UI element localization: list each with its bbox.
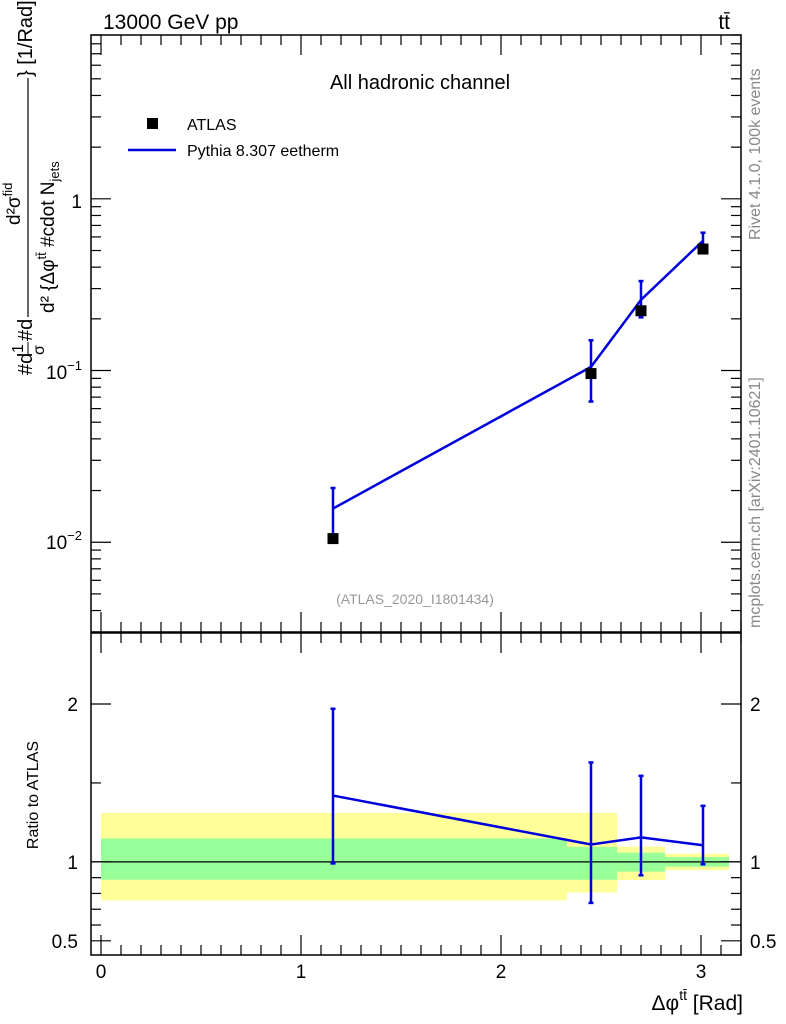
y-tick-label-0.1: 10−1 (46, 358, 82, 384)
legend-atlas-marker (147, 118, 158, 129)
y-tick-label-1: 1 (71, 192, 82, 213)
chart-title: All hadronic channel (330, 72, 510, 94)
svg-text:1: 1 (10, 344, 27, 353)
svg-text:d² {Δφtt̄ #cdot Njets: d² {Δφtt̄ #cdot Njets (34, 161, 62, 313)
ratio-y-tick-label-2: 2 (67, 695, 78, 716)
y-tick-label-0.01: 10−2 (46, 528, 82, 554)
atlas-point-2 (635, 305, 647, 317)
ratio-y-axis-label: Ratio to ATLAS (25, 741, 42, 849)
main-panel: All hadronic channel (ATLAS_2020_I180143… (0, 0, 742, 633)
svg-text:d²σfid: d²σfid (0, 183, 25, 225)
atlas-point-3 (697, 243, 709, 255)
svg-text:#d: #d (15, 319, 37, 341)
main-data-layer (327, 231, 709, 545)
analysis-watermark: (ATLAS_2020_I1801434) (336, 591, 494, 607)
x-tick-label-0: 0 (96, 962, 107, 983)
ratio-uncertainty-bands (101, 812, 729, 901)
x-tick-label-3: 3 (696, 962, 707, 983)
x-tick-labels: 0 1 2 3 (96, 962, 707, 983)
x-tick-label-1: 1 (296, 962, 307, 983)
ratio-y-tick-label-right-1: 1 (750, 853, 761, 874)
main-axis-ticks (91, 34, 742, 633)
ratio-y-tick-label-right-0.5: 0.5 (750, 932, 776, 953)
legend: ATLAS Pythia 8.307 eetherm (128, 117, 339, 160)
ratio-y-tick-labels: 0.5 0.5 1 1 2 2 (52, 695, 777, 953)
main-y-tick-labels: 10−2 10−1 1 (46, 192, 82, 554)
main-y-axis-label: #d 1 σ #d d²σfid d² {Δφtt̄ #cdot Njets }… (0, 0, 62, 375)
svg-text:} [1/Rad]: } [1/Rad] (15, 0, 37, 77)
atlas-point-0 (327, 533, 339, 545)
main-frame (90, 34, 742, 633)
atlas-point-1 (585, 368, 597, 380)
header-process-label: tt̄ (718, 11, 730, 34)
svg-text:#d: #d (15, 353, 37, 375)
ratio-y-tick-label-0.5: 0.5 (52, 932, 78, 953)
ratio-pythia-line (332, 794, 704, 847)
header-energy-label: 13000 GeV pp (103, 11, 238, 34)
mcplots-label: mcplots.cern.ch [arXiv:2401.10621] (747, 377, 764, 628)
ratio-axis-ticks (91, 633, 742, 955)
svg-text:σ: σ (31, 345, 48, 355)
ratio-data-layer (330, 707, 706, 905)
x-tick-label-2: 2 (496, 962, 507, 983)
rivet-version-label: Rivet 4.1.0, 100k events (747, 68, 764, 240)
legend-atlas-label: ATLAS (187, 117, 237, 134)
ratio-panel: Ratio to ATLAS 0.5 0.5 1 1 2 2 0 1 2 3 Δφtt̄ [Ra… (25, 632, 777, 1015)
ratio-y-tick-label-right-2: 2 (750, 695, 761, 716)
ratio-frame (90, 632, 742, 956)
legend-pythia-label: Pythia 8.307 eetherm (187, 143, 339, 160)
pythia-line (332, 239, 704, 510)
ratio-y-tick-label-1: 1 (67, 853, 78, 874)
x-axis-label: Δφtt̄ [Rad] (652, 987, 743, 1015)
